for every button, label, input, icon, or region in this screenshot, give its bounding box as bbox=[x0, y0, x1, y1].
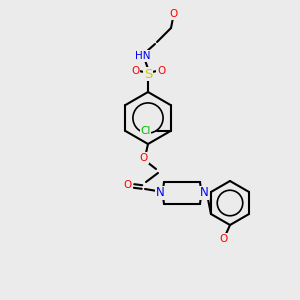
Text: O: O bbox=[220, 234, 228, 244]
Text: HN: HN bbox=[135, 51, 151, 61]
Text: O: O bbox=[169, 9, 177, 19]
Text: O: O bbox=[124, 180, 132, 190]
Text: N: N bbox=[156, 187, 164, 200]
Text: Cl: Cl bbox=[140, 126, 151, 136]
Text: O: O bbox=[157, 66, 165, 76]
Text: N: N bbox=[200, 187, 208, 200]
Text: O: O bbox=[140, 153, 148, 163]
Text: O: O bbox=[131, 66, 139, 76]
Text: S: S bbox=[144, 68, 152, 80]
